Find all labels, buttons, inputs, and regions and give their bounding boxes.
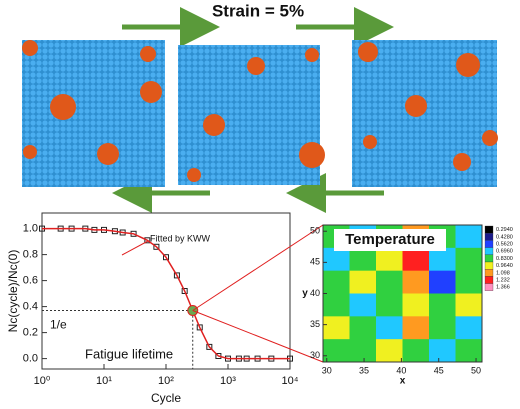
contour-cell <box>349 293 377 317</box>
contour-cell <box>455 316 483 340</box>
y-tick-label: 45 <box>310 257 320 267</box>
colorbar-label: 1.232 <box>496 277 510 283</box>
guide-line <box>42 310 194 369</box>
data-point <box>144 237 151 244</box>
x-tick-label: 30 <box>322 365 332 375</box>
contour-cell <box>402 316 430 340</box>
colorbar-label: 0.8300 <box>496 256 513 262</box>
contour-cell <box>402 339 430 363</box>
data-point <box>196 324 203 331</box>
x-tick-label: 40 <box>396 365 406 375</box>
x-tick-label: 10⁰ <box>34 375 51 387</box>
y-tick-label: 0.4 <box>23 301 38 313</box>
contour-cell <box>349 316 377 340</box>
colorbar-swatch <box>484 261 494 270</box>
annotation: 1/e <box>50 318 67 332</box>
y-tick-label: 1.0 <box>23 223 38 235</box>
legend-pointer <box>121 240 149 256</box>
contour-cell <box>376 270 403 294</box>
y-tick-label: 0.2 <box>23 327 38 339</box>
contour-cell <box>455 293 483 317</box>
y-axis-label: y <box>302 288 308 299</box>
fit-line <box>42 227 290 360</box>
contour-cell <box>402 293 430 317</box>
contour-cell <box>429 270 456 294</box>
colorbar-label: 1.366 <box>496 285 510 291</box>
plots: 10⁰ 10¹ 10² 10³ 10⁴ 0.0 0.2 0.4 0.6 0.8 1.0 Cycle Nc… <box>6 212 513 405</box>
colorbar-swatch <box>484 269 494 277</box>
snapshot <box>22 40 165 187</box>
y-tick-label: 35 <box>310 319 320 329</box>
colorbar-swatch <box>484 283 494 291</box>
colorbar-label: 0.4280 <box>496 234 513 240</box>
contour-cell <box>455 270 483 294</box>
x-tick-label: 35 <box>359 365 369 375</box>
contour-cell <box>376 247 403 272</box>
contour-cell <box>323 339 350 363</box>
contour-cell <box>455 225 483 249</box>
data-point <box>206 343 213 350</box>
contour-cell <box>323 247 350 272</box>
contour-cell <box>455 247 483 272</box>
contour-cell <box>429 316 456 340</box>
x-tick-label: 10² <box>158 375 174 387</box>
zoom-line <box>192 310 324 363</box>
cycle-arrows <box>112 7 394 213</box>
contour-cell <box>376 316 403 340</box>
x-axis-label: x <box>400 376 406 387</box>
contour-cell <box>402 247 430 272</box>
contour-cell <box>376 339 403 363</box>
y-tick-label: 30 <box>310 350 320 360</box>
colorbar-label: 0.2940 <box>496 227 513 233</box>
colorbar-swatch <box>484 240 494 248</box>
y-tick-label: 40 <box>310 288 320 298</box>
colorbar-label: 0.5620 <box>496 241 513 247</box>
contour-cell <box>349 339 377 363</box>
colorbar-label: 1.098 <box>496 270 510 276</box>
contour-cell <box>376 293 403 317</box>
contour-cell <box>402 270 430 294</box>
contour-cell <box>429 293 456 317</box>
data-point <box>163 254 169 261</box>
snapshot <box>352 40 498 187</box>
data-point <box>173 272 180 279</box>
contour-cell <box>349 270 377 294</box>
y-tick-label: 0.8 <box>23 249 38 261</box>
title-box <box>334 229 446 251</box>
x-tick-label: 45 <box>434 365 444 375</box>
colorbar-swatch <box>484 233 494 241</box>
y-tick-label: 50 <box>310 226 320 236</box>
contour-cell <box>349 247 377 272</box>
y-tick-label: 0.0 <box>23 353 38 365</box>
contour-cell <box>429 339 456 363</box>
x-tick-label: 10⁴ <box>282 375 299 387</box>
snapshot <box>178 45 325 185</box>
data-point <box>153 243 160 250</box>
contour-cell <box>323 316 350 340</box>
contour-cell <box>429 247 456 272</box>
colorbar-swatch <box>484 225 494 234</box>
colorbar-label: 0.9640 <box>496 263 513 269</box>
colorbar-swatch <box>484 276 494 284</box>
contour-cell <box>323 293 350 317</box>
x-axis-label: Cycle <box>151 391 181 405</box>
chart-title: Temperature <box>345 231 435 248</box>
colorbar-swatch <box>484 247 494 255</box>
x-tick-label: 10¹ <box>96 375 112 387</box>
contour-cell <box>323 270 350 294</box>
annotation: Fatigue lifetime <box>85 346 173 361</box>
data-point <box>181 288 188 294</box>
figure-title: Strain = 5% <box>212 1 304 20</box>
contour-cell <box>455 339 483 363</box>
legend-label: Fitted by KWW <box>150 233 211 243</box>
colorbar-label: 0.6960 <box>496 249 513 255</box>
colorbar-swatch <box>484 254 494 263</box>
zoom-line <box>192 224 324 311</box>
x-tick-label: 50 <box>471 365 481 375</box>
y-tick-label: 0.6 <box>23 275 38 287</box>
x-tick-label: 10³ <box>220 375 236 387</box>
y-axis-label: Nc(cycle)/Nc(0) <box>6 250 20 333</box>
